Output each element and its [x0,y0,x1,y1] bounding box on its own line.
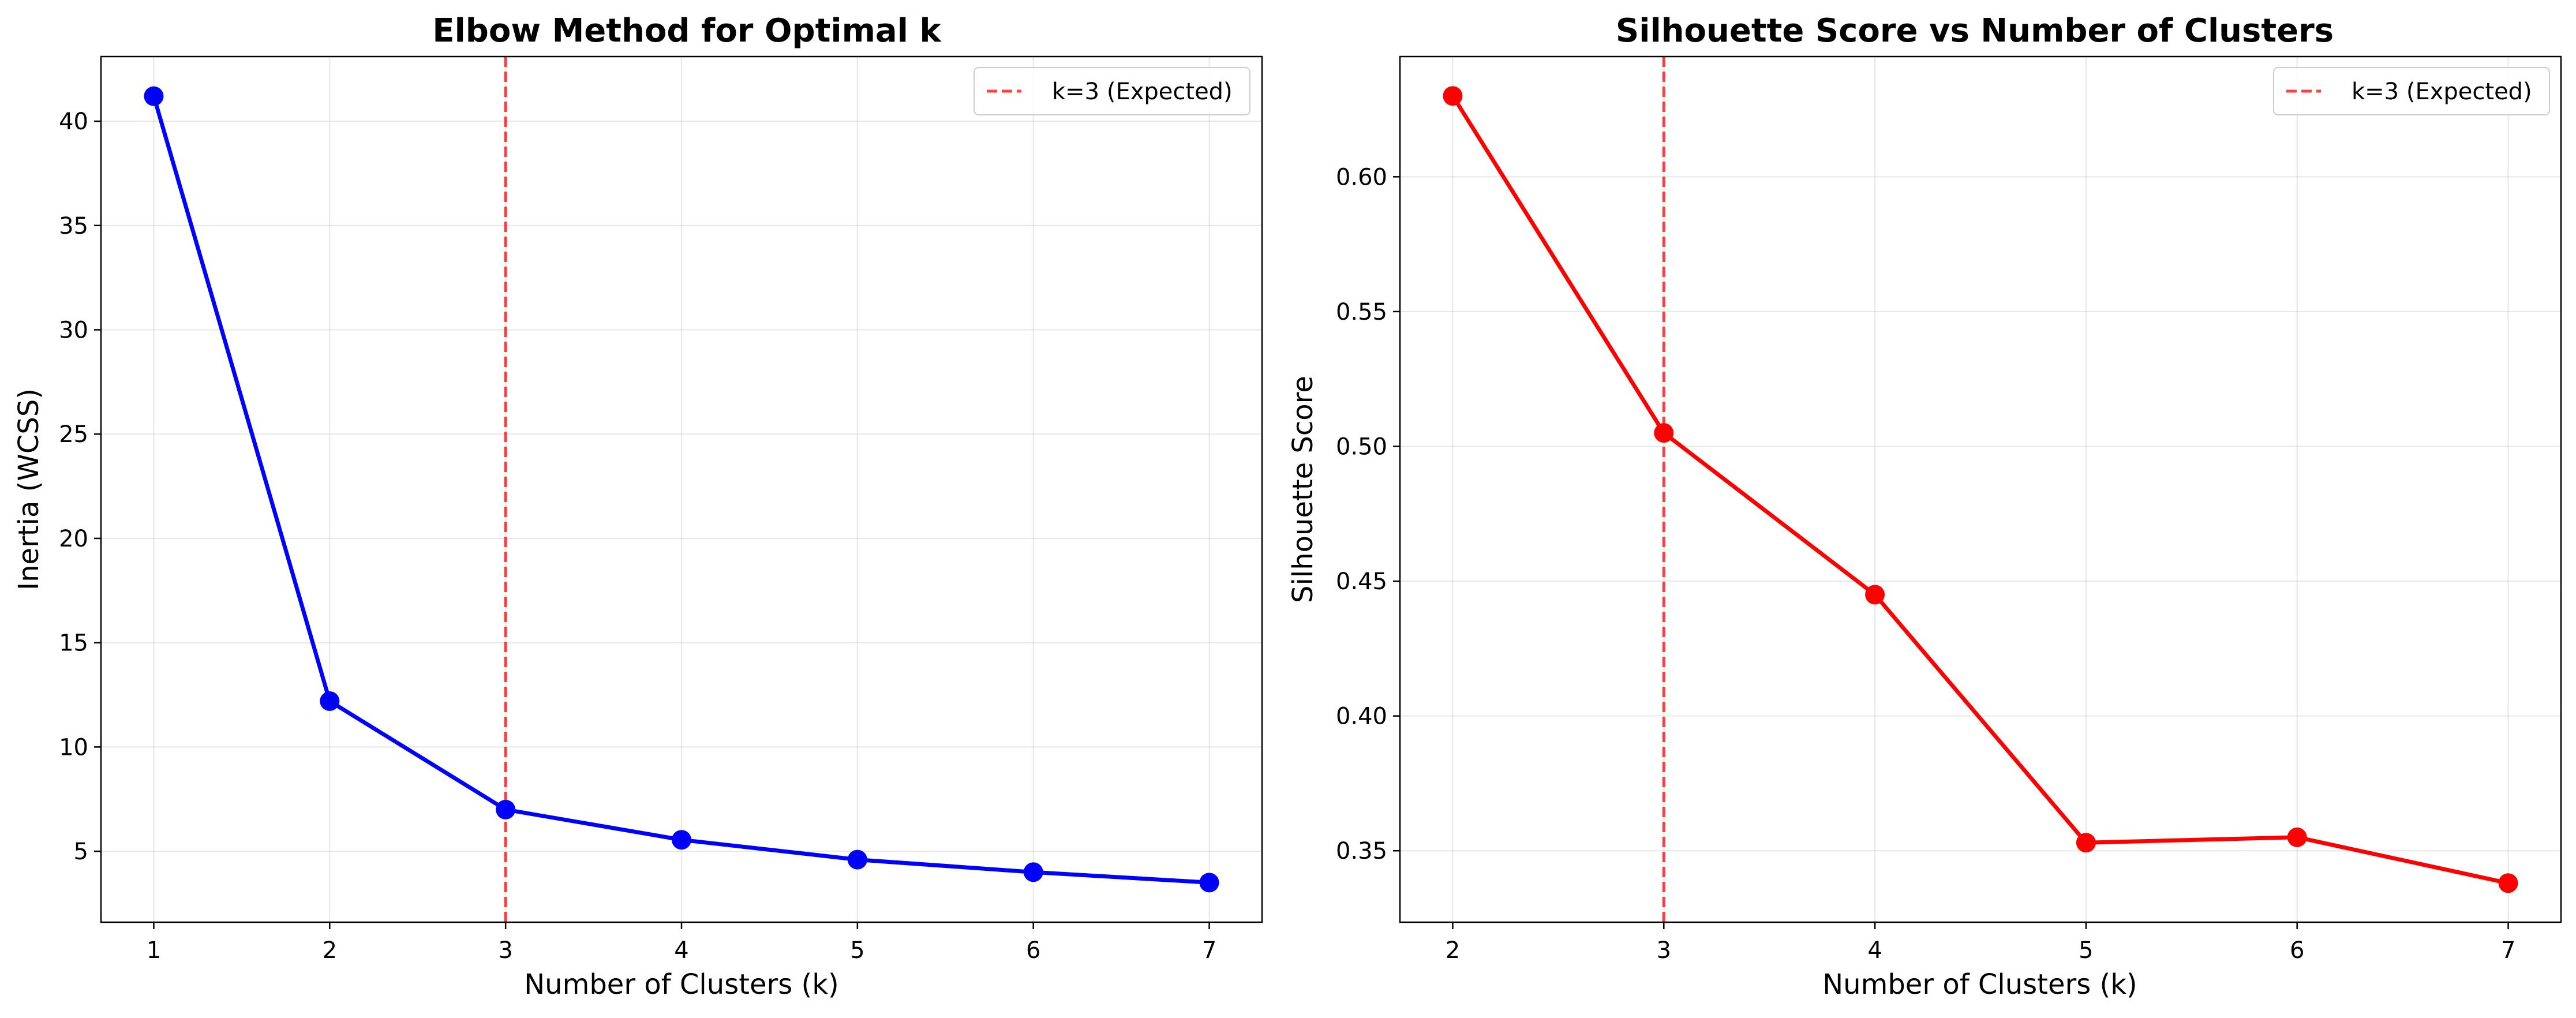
grid [1400,57,2561,922]
data-point [496,799,516,819]
x-tick-label: 3 [498,937,512,964]
y-tick-label: 5 [74,839,88,865]
x-tick-label: 3 [1657,937,1671,964]
x-tick-label: 7 [1202,937,1216,964]
data-point [1199,873,1219,893]
x-axis-ticks: 1 2 3 4 5 6 7 [147,922,1216,964]
data-point [320,691,340,711]
plot-area [100,55,1263,923]
elbow-chart: Elbow Method for Optimal k 1 2 3 4 5 6 7 5 10 15… [13,12,1263,1001]
legend-entry-label: k=3 (Expected) [2352,78,2532,105]
x-tick-label: 5 [2079,937,2093,964]
data-point [2287,827,2307,847]
x-tick-label: 7 [2501,937,2515,964]
y-tick-label: 15 [59,630,88,657]
data-point [1654,423,1674,443]
y-tick-label: 20 [59,526,88,552]
y-tick-label: 0.40 [1336,703,1387,730]
y-tick-label: 35 [59,213,88,239]
data-point [144,86,164,106]
data-point [2498,873,2518,893]
chart-title: Elbow Method for Optimal k [432,12,942,50]
y-tick-label: 0.45 [1336,568,1387,595]
y-tick-label: 0.50 [1336,433,1387,460]
y-tick-label: 40 [59,108,88,135]
data-point [1443,86,1463,106]
x-tick-label: 5 [850,937,864,964]
y-tick-label: 0.35 [1336,838,1387,864]
y-axis-ticks: 0.35 0.40 0.45 0.50 0.55 0.60 [1336,164,1400,864]
plot-frame [1399,55,2562,923]
y-tick-label: 0.55 [1336,299,1387,325]
series-line [1451,93,2510,885]
y-tick-label: 10 [59,734,88,761]
x-tick-label: 1 [147,937,161,964]
chart-title: Silhouette Score vs Number of Clusters [1616,12,2334,50]
grid [101,57,1262,922]
legend-box [2273,67,2550,115]
data-point [847,849,867,870]
legend-box [974,67,1250,115]
y-axis-label: Silhouette Score [1287,376,1319,603]
legend: k=3 (Expected) [974,67,1250,115]
x-tick-label: 6 [1026,937,1040,964]
x-tick-label: 4 [1867,937,1882,964]
legend: k=3 (Expected) [2273,67,2550,115]
series-group [1443,86,2518,893]
data-point [2076,833,2096,853]
silhouette-chart: Silhouette Score vs Number of Clusters 2… [1287,12,2562,1001]
series-group [144,86,1219,893]
x-tick-label: 2 [1446,937,1460,964]
y-tick-label: 30 [59,317,88,343]
data-point [672,830,691,850]
x-axis-label: Number of Clusters (k) [1822,968,2137,1001]
data-point [1865,585,1885,605]
data-point [1023,862,1043,882]
x-tick-label: 2 [323,937,337,964]
x-tick-label: 6 [2290,937,2304,964]
y-axis-ticks: 5 10 15 20 25 30 35 40 [59,108,101,865]
y-axis-label: Inertia (WCSS) [13,388,45,590]
y-tick-label: 0.60 [1336,164,1387,190]
legend-entry-label: k=3 (Expected) [1052,78,1233,105]
x-axis-label: Number of Clusters (k) [524,968,838,1001]
x-tick-label: 4 [674,937,688,964]
x-axis-ticks: 2 3 4 5 6 7 [1446,922,2515,964]
plot-area [1399,55,2562,923]
y-tick-label: 25 [59,421,88,448]
